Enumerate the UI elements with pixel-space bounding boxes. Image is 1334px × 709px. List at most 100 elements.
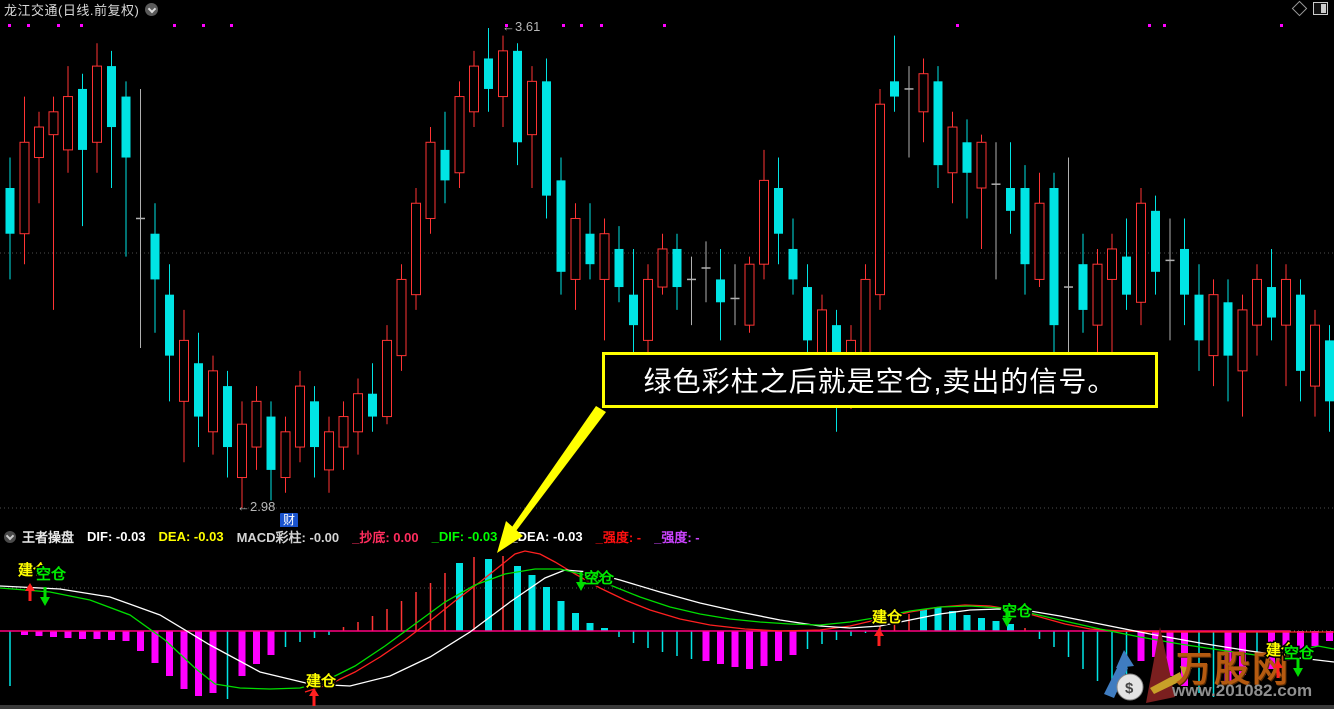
- candle: [672, 233, 682, 310]
- news-tag[interactable]: 财: [280, 513, 299, 528]
- candle-body: [1325, 340, 1334, 402]
- candle-body: [338, 416, 349, 448]
- candle-body: [498, 50, 508, 98]
- candle: [310, 386, 319, 478]
- bottom-scrollbar[interactable]: [0, 705, 1334, 709]
- panel-layout-icon[interactable]: [1313, 2, 1328, 15]
- signal-dot: [173, 24, 176, 27]
- candle-body: [614, 248, 624, 288]
- candle: [759, 149, 769, 280]
- macd-bar-cyan: [978, 618, 985, 631]
- candle-body: [237, 423, 247, 479]
- candle: [1237, 294, 1248, 417]
- candle: [440, 111, 450, 204]
- candle-body: [165, 294, 174, 356]
- candle-body: [585, 233, 595, 265]
- candle-body: [223, 386, 232, 448]
- signal-dot: [1163, 24, 1166, 27]
- candle: [1267, 248, 1276, 341]
- macd-bar-magenta: [1311, 631, 1319, 646]
- indicator-dif-value: DIF: -0.03: [87, 529, 146, 544]
- candle: [295, 370, 305, 463]
- signal-dot: [580, 24, 583, 27]
- candle-body: [947, 126, 958, 174]
- macd-bar-magenta: [180, 631, 188, 689]
- candle-body: [1310, 324, 1320, 387]
- candle-body: [1151, 210, 1160, 272]
- macd-bar-magenta: [195, 631, 202, 696]
- candle-body: [759, 179, 769, 265]
- signal-dot: [80, 24, 83, 27]
- logo-blue-arrow: [1104, 662, 1128, 698]
- candle: [223, 370, 232, 478]
- indicator-chaodi-value: _抄底: 0.00: [352, 530, 419, 545]
- candle: [614, 226, 624, 303]
- candle: [266, 401, 276, 501]
- macd-bar-magenta: [1181, 631, 1188, 686]
- signal-dot: [663, 24, 666, 27]
- candle-body: [556, 180, 566, 272]
- candle-body: [774, 188, 783, 234]
- signal-dot: [562, 24, 565, 27]
- macd-bar-magenta: [166, 631, 173, 676]
- candle: [962, 119, 972, 219]
- macd-bar-magenta: [50, 631, 57, 637]
- candle: [1296, 279, 1305, 402]
- candle-body: [107, 66, 116, 128]
- macd-bar-magenta: [108, 631, 115, 640]
- candle: [701, 241, 711, 303]
- candle-body: [788, 248, 798, 280]
- candle: [324, 416, 334, 493]
- signal-dot: [8, 24, 11, 27]
- candle: [1078, 233, 1088, 333]
- candle-body: [1281, 278, 1291, 326]
- candle: [1020, 165, 1030, 295]
- candle: [237, 401, 247, 508]
- signal-dot: [1148, 24, 1151, 27]
- candle-body: [1034, 202, 1045, 280]
- signal-dot: [505, 24, 508, 27]
- candle: [121, 81, 131, 257]
- candle-body: [1267, 287, 1276, 318]
- candle: [251, 386, 262, 470]
- signal-dot: [57, 24, 60, 27]
- candle: [570, 203, 581, 310]
- macd-bar-cyan: [992, 621, 1000, 631]
- macd-bar-cyan: [601, 628, 608, 631]
- macd-bar-cyan: [934, 607, 942, 631]
- candle: [208, 355, 218, 455]
- indicator-strength2-value: _强度: -: [654, 530, 700, 545]
- candle-body: [976, 141, 987, 189]
- candle-body: [1180, 248, 1189, 295]
- macd-bar-magenta: [35, 631, 43, 636]
- candle-body: [599, 233, 610, 280]
- candle: [556, 157, 566, 295]
- candle: [34, 111, 44, 204]
- candle-body: [1296, 294, 1305, 371]
- macd-bar-magenta: [1268, 631, 1275, 669]
- candle-body: [629, 294, 638, 326]
- candle: [1194, 264, 1204, 371]
- candle: [976, 134, 987, 249]
- candle: [875, 88, 885, 310]
- candle: [194, 332, 203, 448]
- signal-dot: [1280, 24, 1283, 27]
- candle-body: [179, 339, 189, 402]
- candle: [788, 218, 798, 295]
- candle-body: [1049, 188, 1059, 326]
- indicator-bar: 王者操盘 DIF: -0.03 DEA: -0.03 MACD彩柱: -0.00…: [0, 527, 1334, 546]
- chevron-down-circle-icon[interactable]: [145, 2, 159, 16]
- diamond-icon[interactable]: [1291, 0, 1308, 17]
- candle-body: [396, 278, 407, 357]
- chevron-down-circle-icon[interactable]: [4, 530, 16, 543]
- candle: [657, 233, 668, 295]
- candle-body: [34, 126, 44, 159]
- candle-body: [295, 385, 305, 448]
- candle-body: [542, 81, 551, 196]
- candle-body: [280, 431, 291, 479]
- candle: [585, 203, 595, 280]
- candle-body: [744, 263, 755, 326]
- candle: [382, 325, 392, 425]
- candle: [1208, 279, 1219, 387]
